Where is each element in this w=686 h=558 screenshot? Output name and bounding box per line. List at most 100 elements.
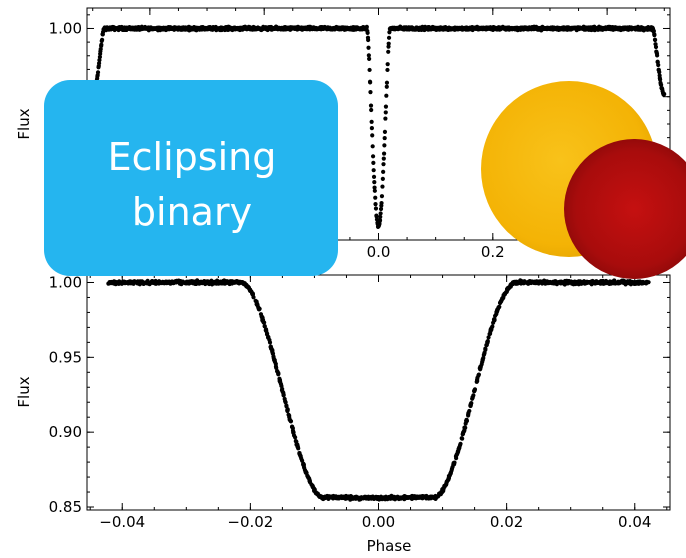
- data-point: [369, 107, 374, 113]
- data-point: [366, 45, 371, 50]
- data-point: [387, 30, 392, 35]
- data-point: [644, 279, 649, 284]
- data-point: [284, 403, 289, 408]
- data-point: [381, 151, 387, 156]
- primary-eclipse-axis-ticks: −0.04 −0.02 0.00 0.02 0.04 0.85 0.90 0.95 1.00: [49, 273, 670, 531]
- data-point: [369, 126, 374, 131]
- data-point: [373, 202, 378, 207]
- data-point: [492, 317, 497, 322]
- data-point: [303, 469, 309, 475]
- data-point: [268, 344, 273, 349]
- data-point: [472, 388, 477, 393]
- data-point: [385, 62, 390, 67]
- data-point: [380, 176, 385, 181]
- data-point: [312, 486, 317, 491]
- data-point: [370, 144, 375, 149]
- primary-eclipse-data-points: [106, 278, 651, 502]
- data-point: [246, 285, 251, 290]
- data-point: [371, 174, 377, 179]
- data-point: [100, 37, 105, 43]
- data-point: [271, 354, 276, 359]
- data-point: [382, 129, 388, 134]
- y-tick-label: 0.85: [49, 498, 82, 516]
- data-point: [98, 46, 103, 52]
- data-point: [461, 429, 467, 434]
- data-point: [288, 419, 294, 424]
- data-point: [386, 49, 391, 54]
- primary-eclipse-x-axis-title: Phase: [367, 537, 412, 555]
- data-point: [657, 70, 662, 75]
- data-point: [259, 314, 264, 319]
- data-point: [384, 84, 389, 89]
- data-point: [364, 24, 369, 30]
- data-point: [464, 417, 469, 422]
- data-point: [290, 428, 296, 433]
- data-point: [386, 35, 392, 40]
- data-point: [483, 347, 488, 352]
- data-point: [293, 435, 298, 440]
- data-point: [296, 446, 301, 451]
- data-point: [462, 425, 467, 430]
- data-point: [653, 37, 658, 43]
- data-point: [371, 160, 376, 165]
- badge-line-2: binary: [132, 190, 252, 234]
- data-point: [281, 393, 286, 398]
- data-point: [277, 376, 282, 381]
- y-tick-label: 1.00: [49, 19, 82, 37]
- data-point: [446, 477, 451, 482]
- data-point: [485, 339, 490, 345]
- data-point: [366, 37, 371, 43]
- data-point: [449, 466, 455, 471]
- data-point: [99, 42, 104, 47]
- data-point: [384, 80, 390, 85]
- data-point: [383, 116, 388, 121]
- data-point: [373, 195, 378, 200]
- data-point: [460, 436, 465, 441]
- x-tick-label: 0.00: [362, 513, 395, 531]
- full-phase-y-axis-title: Flux: [15, 108, 33, 139]
- data-point: [471, 393, 476, 398]
- data-point: [662, 91, 667, 97]
- x-tick-label: 0.2: [481, 243, 505, 261]
- data-point: [378, 214, 383, 220]
- data-point: [451, 462, 457, 467]
- data-point: [369, 119, 374, 124]
- data-point: [95, 70, 101, 75]
- data-point: [267, 337, 272, 343]
- data-point: [264, 328, 269, 334]
- data-point: [254, 299, 259, 304]
- eclipsing-binary-badge: Eclipsing binary: [44, 80, 338, 276]
- data-point: [372, 188, 377, 193]
- x-tick-label: −0.04: [99, 513, 145, 531]
- data-point: [490, 324, 495, 329]
- data-point: [299, 456, 304, 461]
- y-tick-label: 1.00: [49, 273, 82, 291]
- data-point: [373, 206, 379, 211]
- data-point: [466, 412, 471, 417]
- full-phase-panel: −0.4−0.20.00.20.40.850.900.951.00 Flux: [15, 7, 671, 261]
- x-tick-label: 0.04: [618, 513, 651, 531]
- data-point: [371, 168, 376, 173]
- data-point: [270, 347, 275, 352]
- x-tick-label: 0.0: [367, 243, 391, 261]
- data-point: [285, 408, 290, 413]
- data-point: [380, 184, 385, 189]
- primary-eclipse-plot-frame: [86, 274, 671, 511]
- data-point: [381, 156, 386, 161]
- data-point: [283, 400, 288, 405]
- data-point: [262, 324, 267, 329]
- data-point: [378, 206, 384, 212]
- data-point: [386, 44, 391, 49]
- data-point: [368, 103, 374, 108]
- data-point: [467, 408, 472, 414]
- data-point: [377, 218, 383, 223]
- data-point: [250, 292, 255, 297]
- data-point: [367, 56, 372, 61]
- data-point: [257, 307, 262, 312]
- primary-eclipse-zoom-panel: −0.04 −0.02 0.00 0.02 0.04 0.85 0.90 0.95 1.00 F…: [15, 273, 671, 555]
- data-point: [656, 62, 661, 68]
- data-point: [301, 462, 306, 467]
- data-point: [399, 495, 404, 500]
- data-point: [367, 67, 372, 73]
- data-point: [293, 438, 298, 444]
